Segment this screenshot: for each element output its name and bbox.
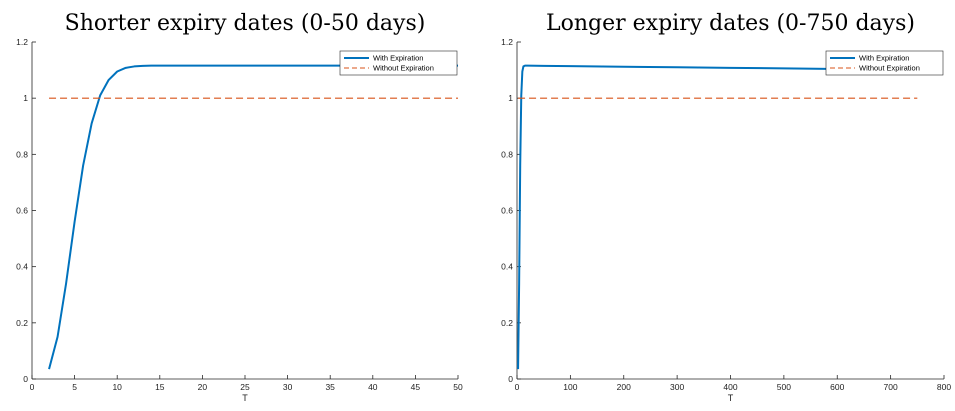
right-y-tick-label: 0 (508, 374, 513, 384)
right-y-tick-label: 1 (508, 93, 513, 103)
left-y-tick-label: 0.8 (16, 149, 28, 159)
right-y-tick-label: 0.6 (501, 206, 513, 216)
right-y-tick-label: 0.8 (501, 149, 513, 159)
left-x-tick-label: 15 (155, 382, 165, 392)
right-legend-label: Without Expiration (859, 64, 920, 73)
left-legend-label: With Expiration (373, 54, 423, 63)
right-chart-title: Longer expiry dates (0-750 days) (546, 11, 915, 36)
right-series-with-expiration-line (517, 64, 918, 370)
left-y-tick-label: 1 (23, 93, 28, 103)
left-y-tick-label: 0.6 (16, 206, 28, 216)
left-chart-panel: Shorter expiry dates (0-50 days) 0 5 10 15 2… (16, 11, 463, 403)
right-chart-panel: Longer expiry dates (0-750 days) 0 100 200… (501, 11, 951, 403)
left-x-tick-label: 30 (283, 382, 293, 392)
right-x-tick-label: 500 (777, 382, 791, 392)
left-y-tick-label: 0 (23, 374, 28, 384)
right-x-tick-label: 700 (884, 382, 898, 392)
left-y-tick-label: 1.2 (16, 37, 28, 47)
left-series-with-expiration-line (48, 64, 458, 370)
left-x-tick-label: 20 (198, 382, 208, 392)
right-y-tick-label: 0.4 (501, 262, 513, 272)
right-x-tick-label: 200 (617, 382, 631, 392)
right-legend-box (825, 50, 944, 76)
left-x-axis-label: T (242, 393, 248, 403)
left-x-tick-label: 40 (368, 382, 378, 392)
left-x-tick-label: 5 (72, 382, 77, 392)
left-x-tick-label: 45 (411, 382, 421, 392)
right-y-tick-label: 1.2 (501, 37, 513, 47)
right-y-tick-label: 0.2 (501, 318, 513, 328)
right-x-axis-label: T (728, 393, 734, 403)
left-legend-box (339, 50, 458, 76)
left-legend-label: Without Expiration (373, 64, 434, 73)
right-x-tick-label: 300 (670, 382, 684, 392)
right-x-tick-label: 100 (563, 382, 577, 392)
right-x-tick-label: 0 (515, 382, 520, 392)
left-chart-title: Shorter expiry dates (0-50 days) (65, 11, 426, 36)
right-x-tick-label: 600 (830, 382, 844, 392)
left-x-tick-label: 25 (240, 382, 250, 392)
right-x-tick-label: 800 (937, 382, 951, 392)
left-y-tick-label: 0.4 (16, 262, 28, 272)
left-x-tick-label: 10 (112, 382, 122, 392)
left-y-tick-label: 0.2 (16, 318, 28, 328)
right-legend-label: With Expiration (859, 54, 909, 63)
left-x-tick-label: 0 (30, 382, 35, 392)
left-x-tick-label: 35 (325, 382, 335, 392)
left-x-tick-label: 50 (453, 382, 463, 392)
right-x-tick-label: 400 (723, 382, 737, 392)
